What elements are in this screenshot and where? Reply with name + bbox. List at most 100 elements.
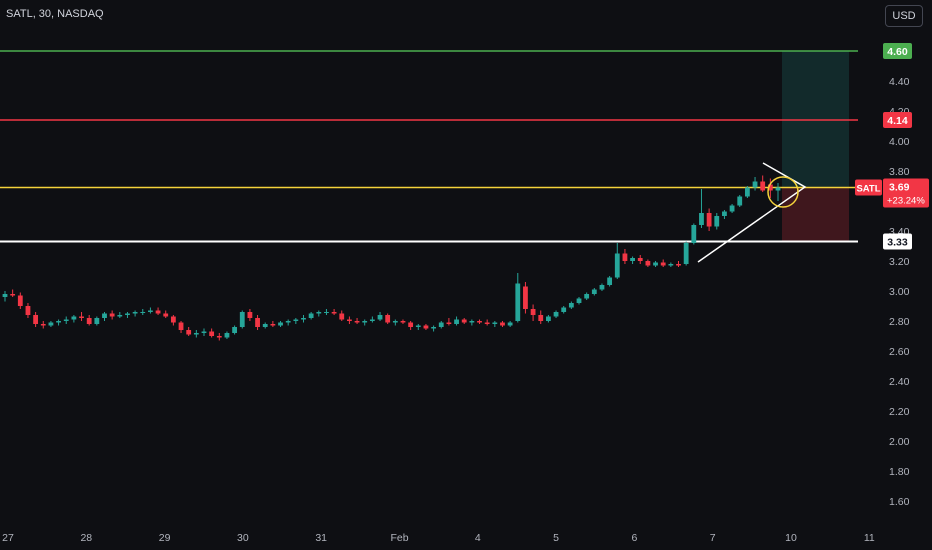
candle-body (293, 319, 299, 321)
candle-body (423, 325, 429, 329)
candle-body (744, 187, 750, 197)
candle-body (178, 322, 184, 330)
target-price-tag-text: 4.60 (887, 46, 908, 58)
candle-body (461, 319, 467, 323)
candle-body (2, 294, 8, 297)
candle-body (140, 312, 146, 313)
candle-body (706, 213, 712, 227)
candle-series (2, 175, 781, 341)
chart-title: SATL, 30, NASDAQ (6, 8, 104, 20)
candle-body (163, 313, 169, 317)
candle-body (607, 277, 613, 285)
candle-body (477, 321, 482, 323)
currency-button[interactable]: USD (885, 5, 923, 27)
candle-body (331, 312, 337, 314)
candle-body (278, 322, 283, 326)
candle-body (454, 319, 459, 324)
candle-body (48, 322, 54, 326)
support-price-tag-text: 3.33 (887, 237, 908, 249)
candle-body (523, 286, 528, 309)
candle-body (79, 316, 84, 318)
candle-body (354, 321, 360, 323)
candle-body (170, 316, 176, 323)
last-price-text: 3.69 (889, 182, 910, 194)
candle-body (500, 322, 505, 326)
y-tick-label: 4.40 (889, 76, 910, 88)
candle-body (347, 319, 352, 321)
candle-body (385, 315, 391, 323)
candle-body (507, 322, 513, 326)
candle-body (155, 310, 161, 314)
candle-body (148, 310, 153, 312)
candle-body (400, 321, 406, 323)
candle-body (216, 336, 222, 338)
candle-body (94, 318, 100, 324)
candle-body (415, 325, 421, 327)
x-tick-label: Feb (390, 532, 408, 544)
stop-price-tag-bg (883, 112, 912, 128)
candle-body (729, 205, 735, 212)
x-tick-label: 30 (237, 532, 249, 544)
horizontal-price-lines (0, 50, 880, 243)
y-tick-label: 2.80 (889, 316, 910, 328)
candle-body (584, 294, 590, 299)
candle-body (653, 262, 658, 266)
candle-body (568, 303, 574, 308)
candle-body (446, 322, 452, 324)
x-tick-label: 10 (785, 532, 797, 544)
price-axis[interactable]: 1.601.802.002.202.402.602.803.003.203.40… (889, 76, 910, 508)
candle-body (637, 258, 643, 261)
x-tick-label: 7 (710, 532, 716, 544)
candle-body (530, 309, 536, 315)
price-axis-background (858, 0, 932, 550)
y-tick-label: 1.80 (889, 466, 910, 478)
candle-body (614, 253, 620, 278)
trend-drawings (697, 162, 807, 263)
candle-body (224, 333, 230, 338)
position-zones (782, 51, 849, 242)
candle-body (767, 184, 773, 191)
candle-body (408, 322, 414, 327)
time-axis[interactable]: 27 28 29 30 31 Feb 4 5 6 7 10 11 (2, 532, 875, 544)
candle-body (484, 322, 490, 324)
candle-body (515, 283, 521, 321)
candle-body (33, 315, 39, 324)
target-price-tag-bg (883, 43, 912, 59)
candle-body (71, 316, 77, 320)
candle-body (492, 322, 498, 324)
candle-body (339, 313, 345, 320)
x-tick-label: 31 (315, 532, 327, 544)
highlight-circle (767, 176, 799, 208)
last-price-tag-bg (883, 178, 929, 208)
x-tick-label: 5 (553, 532, 559, 544)
y-tick-label: 3.80 (889, 166, 910, 178)
candle-body (63, 319, 69, 321)
stop-zone (782, 187, 849, 242)
candle-body (591, 289, 597, 294)
candle-body (232, 327, 238, 333)
candle-body (630, 258, 635, 261)
candle-body (469, 321, 475, 323)
candle-body (324, 312, 329, 313)
stop-price-tag-text: 4.14 (887, 115, 908, 127)
y-tick-label: 2.60 (889, 346, 910, 358)
candle-body (760, 181, 766, 191)
candle-body (668, 264, 674, 266)
candle-body (262, 324, 268, 327)
candle-body (369, 319, 375, 321)
candle-body (691, 225, 697, 243)
candle-body (186, 330, 192, 335)
candle-body (722, 211, 727, 216)
candle-body (622, 253, 628, 261)
candle-body (752, 181, 758, 188)
candle-body (775, 187, 781, 191)
candle-body (56, 321, 61, 323)
candle-body (676, 264, 681, 266)
candle-body (301, 318, 306, 320)
candle-body (576, 298, 582, 303)
candle-body (545, 316, 551, 321)
candle-body (561, 307, 567, 312)
y-tick-label: 2.00 (889, 436, 910, 448)
candle-body (239, 312, 245, 327)
